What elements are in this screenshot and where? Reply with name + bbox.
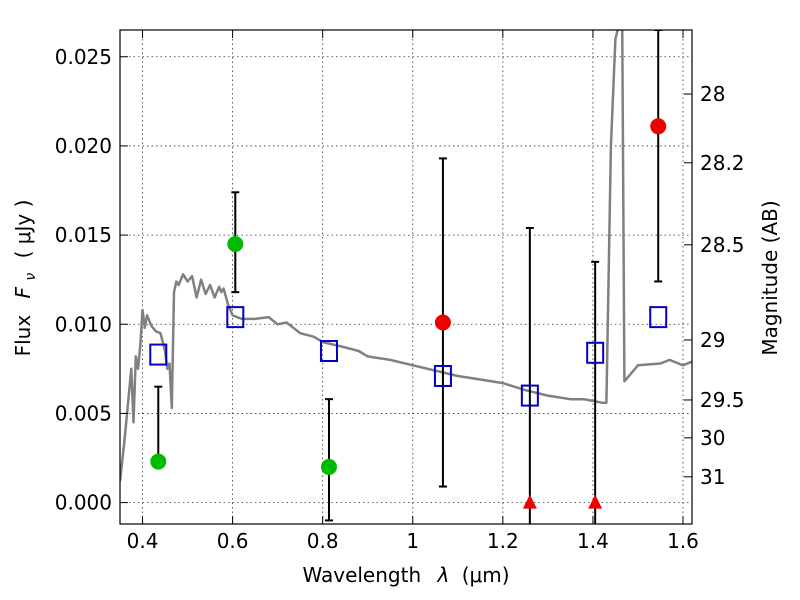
y2-tick-label: 30 bbox=[700, 426, 725, 450]
grid bbox=[120, 30, 692, 524]
model-point-square bbox=[586, 341, 605, 364]
axis-ticks: 0.4 0.6 0.8 1 1.2 1.4 1.6 0.000 0.005 0.010 0.015 0… bbox=[55, 30, 745, 553]
y-tick-label: 0.005 bbox=[55, 401, 112, 425]
data-point-triangle bbox=[588, 494, 603, 509]
y2-axis-label: Magnitude (AB) bbox=[758, 200, 782, 355]
data-point-circle bbox=[320, 458, 337, 475]
model-point-square bbox=[433, 364, 452, 387]
x-tick-label: 1.6 bbox=[667, 529, 699, 553]
data-point-circle bbox=[434, 314, 451, 331]
y-axis-label-unit: ( μJy ) bbox=[11, 200, 35, 259]
y2-tick-label: 28.5 bbox=[700, 233, 745, 257]
x-tick-label: 1 bbox=[406, 529, 419, 553]
model-point-square bbox=[520, 384, 539, 407]
y-axis-label-text: Flux bbox=[11, 315, 35, 357]
plot-frame bbox=[119, 29, 693, 525]
x-axis-label-unit: (μm) bbox=[462, 563, 510, 587]
y2-tick-label: 31 bbox=[700, 465, 725, 489]
x-tick-label: 1.2 bbox=[487, 529, 519, 553]
y-tick-label: 0.015 bbox=[55, 223, 112, 247]
data-point-triangle bbox=[522, 494, 537, 509]
model-point-square bbox=[319, 340, 338, 363]
model-point-square bbox=[149, 343, 168, 366]
y2-tick-label: 28 bbox=[700, 82, 725, 106]
model-point-square bbox=[226, 306, 245, 329]
x-tick-label: 0.4 bbox=[127, 529, 159, 553]
template-line bbox=[120, 30, 692, 482]
y-tick-label: 0.020 bbox=[55, 134, 112, 158]
template-spectrum bbox=[120, 30, 692, 482]
y2-tick-label: 28.2 bbox=[700, 151, 745, 175]
x-axis-label-symbol: λ bbox=[437, 563, 450, 587]
y-axis-label: Flux F ν ( μJy ) bbox=[11, 200, 40, 357]
x-tick-label: 0.6 bbox=[217, 529, 249, 553]
model-point-square bbox=[649, 306, 668, 329]
y2-tick-label: 29 bbox=[700, 328, 725, 352]
y-tick-label: 0.000 bbox=[55, 491, 112, 515]
x-tick-label: 1.4 bbox=[577, 529, 609, 553]
x-axis-label: Wavelength λ (μm) bbox=[302, 563, 509, 587]
data-point-circle bbox=[650, 118, 667, 135]
y-axis-label-symbol: F bbox=[11, 286, 35, 298]
x-axis-label-text: Wavelength bbox=[302, 563, 421, 587]
y-tick-label: 0.010 bbox=[55, 312, 112, 336]
data-markers bbox=[149, 118, 668, 509]
y-axis-label-subscript: ν bbox=[23, 273, 39, 281]
y-tick-label: 0.025 bbox=[55, 45, 112, 69]
x-tick-label: 0.8 bbox=[307, 529, 339, 553]
y2-tick-label: 29.5 bbox=[700, 388, 745, 412]
data-point-circle bbox=[150, 453, 167, 470]
data-point-circle bbox=[227, 236, 244, 253]
